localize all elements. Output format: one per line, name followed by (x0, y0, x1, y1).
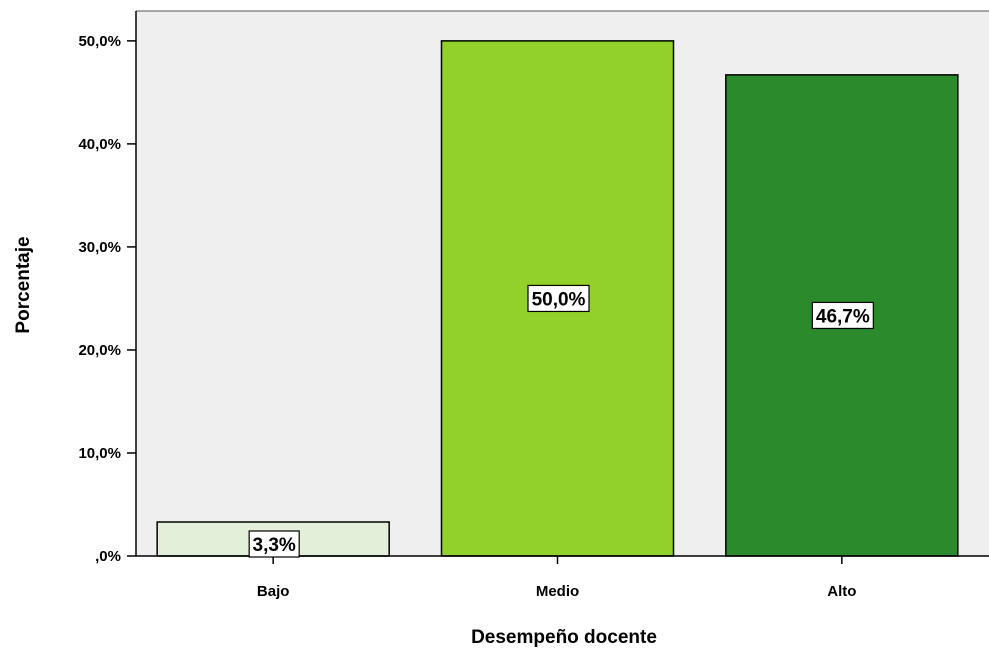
data-label: 3,3% (248, 530, 300, 558)
data-label-box (527, 284, 590, 313)
y-tick-label: 30,0% (78, 239, 121, 256)
x-tick-label: Alto (827, 583, 856, 600)
data-label-box (811, 301, 874, 330)
y-tick-label: 10,0% (78, 445, 121, 462)
data-label-text: 50,0% (532, 289, 586, 310)
x-axis-title: Desempeño docente (471, 627, 657, 648)
y-tick-label: 40,0% (78, 136, 121, 153)
x-tick-label: Medio (536, 583, 579, 600)
data-label-box (248, 530, 300, 558)
y-tick-label: 20,0% (78, 342, 121, 359)
data-label: 46,7% (811, 301, 874, 330)
data-labels-group: 3,3% 50,0% 46,7% (248, 284, 874, 558)
x-axis-ticks: Bajo Medio Alto (257, 556, 856, 600)
y-tick-label: 50,0% (78, 33, 121, 50)
data-label-text: 3,3% (253, 535, 296, 556)
data-label-text: 46,7% (816, 306, 870, 327)
y-tick-label: ,0% (95, 548, 121, 565)
data-label: 50,0% (527, 284, 590, 313)
y-axis-ticks: ,0% 10,0% 20,0% 30,0% 40,0% 50,0% (78, 33, 136, 565)
y-axis-title: Porcentaje (13, 236, 34, 333)
x-tick-label: Bajo (257, 583, 290, 600)
